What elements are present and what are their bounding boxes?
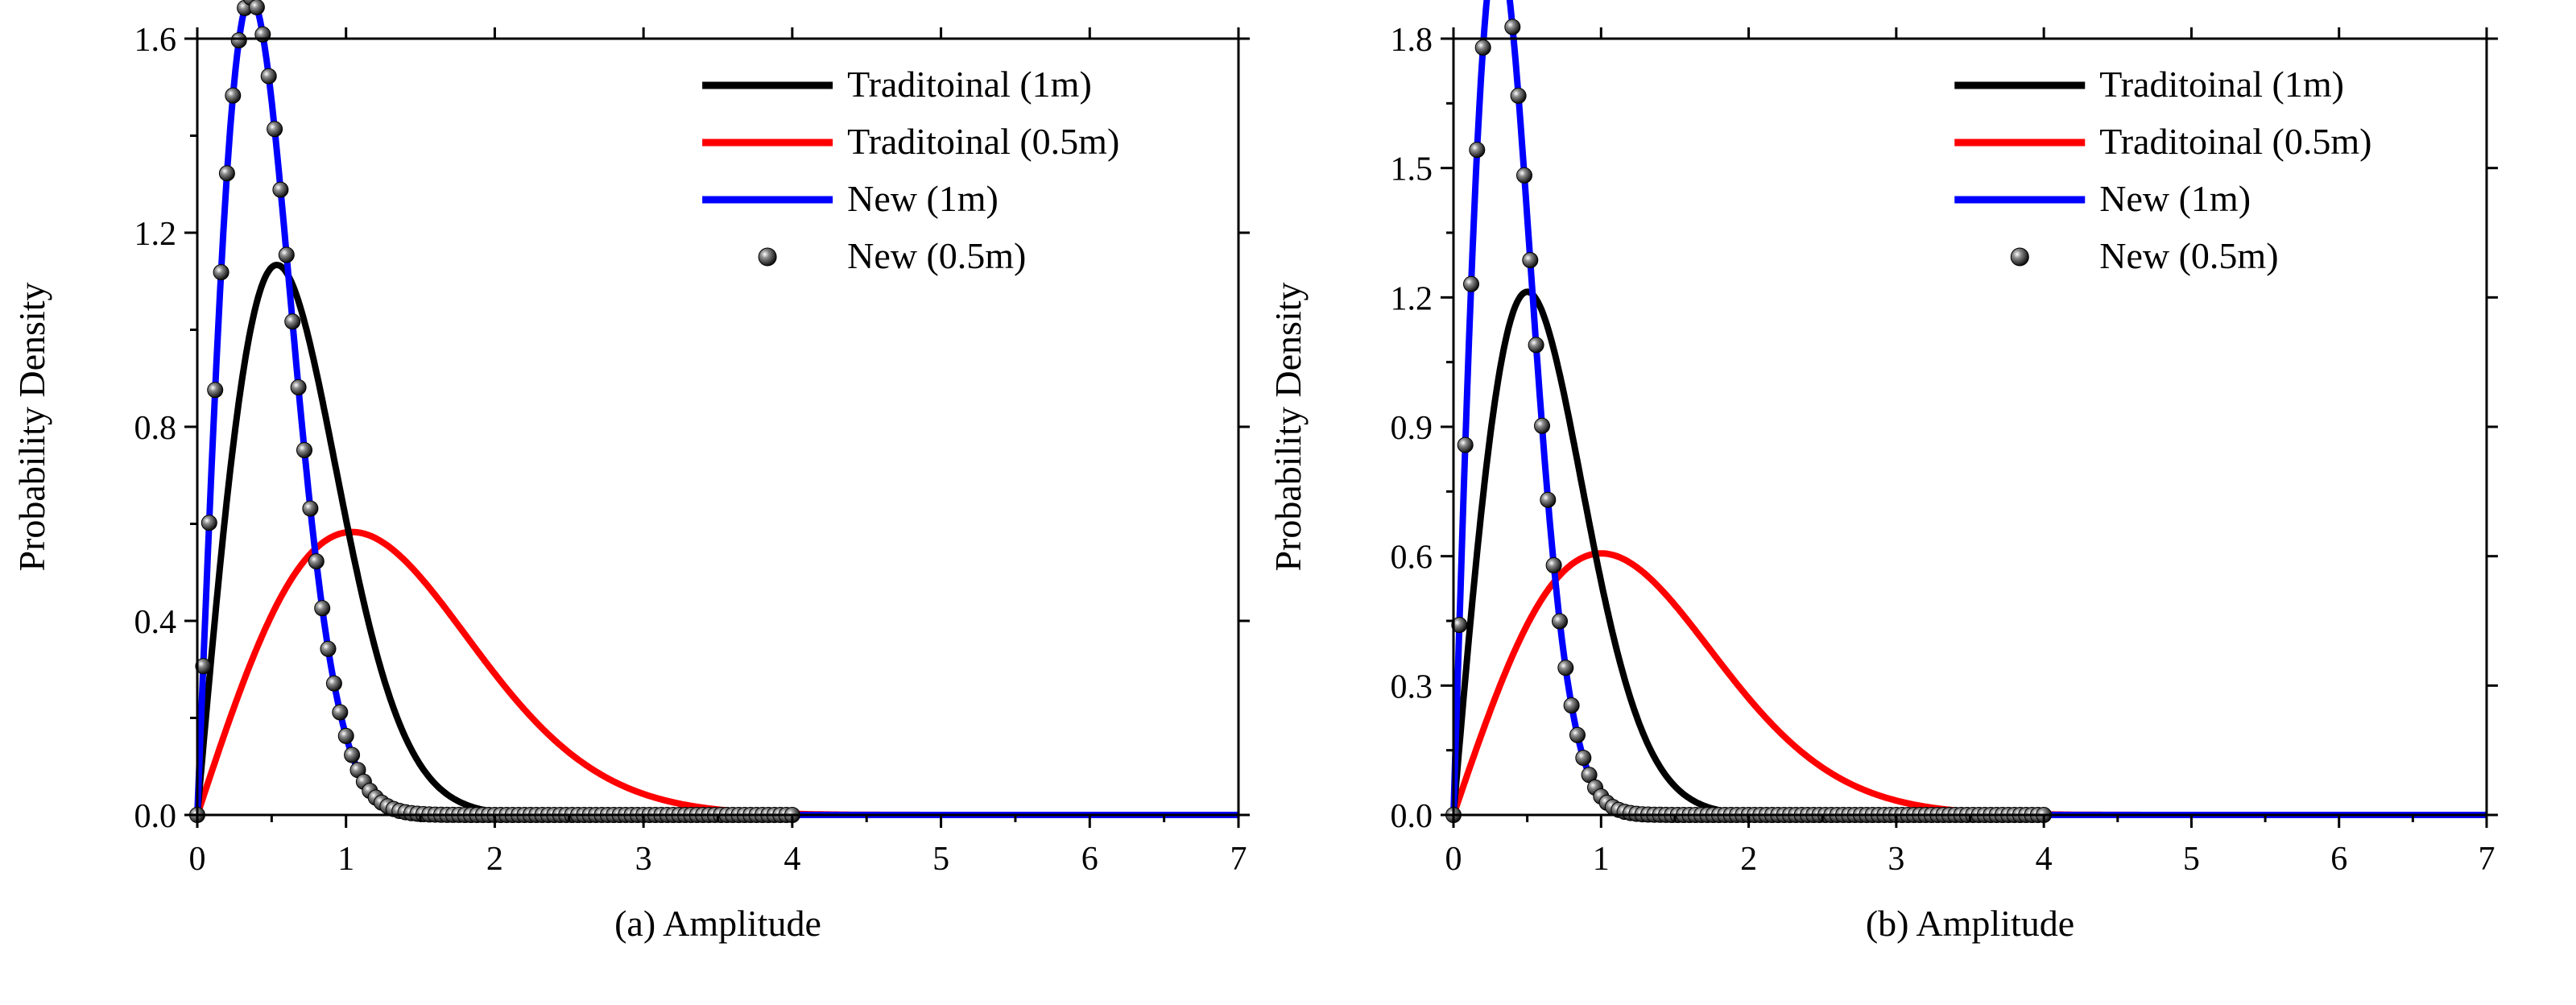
panel-b-legend-label-traditional-1m: Traditoinal (1m) [2099,64,2344,105]
panel-a-ticks: 0 1 2 3 4 5 6 7 0.0 0.4 0.8 1.2 1.6 [134,22,1250,878]
panel-a-point-new-0-5m-12 [260,68,277,85]
panel-a-y-tick-label-1: 0.4 [134,604,177,641]
panel-b-y-axis-label: Probability Density [1267,282,1309,571]
panel-a-point-new-0-5m-25 [337,727,354,744]
panel-a-point-new-0-5m-21 [314,600,331,617]
panel-a-point-new-0-5m-7 [230,32,247,49]
panel-a-point-new-0-5m-13 [267,121,283,138]
panel-b-x-axis-label: (b) Amplitude [1866,903,2074,944]
panel-a-point-new-0-5m-22 [320,640,337,657]
panel-b-x-tick-label-1: 1 [1593,841,1610,878]
panel-b-point-new-0-5m-5 [1474,39,1491,56]
panel-a-point-new-0-5m-1 [195,658,212,675]
panel-b-point-new-0-5m-16 [1540,491,1557,508]
panel-b-point-new-0-5m-11 [1510,87,1527,104]
panel-a-point-new-0-5m-23 [325,675,342,692]
panel-a-x-tick-label-6: 6 [1081,841,1098,878]
panel-b-point-new-0-5m-22 [1575,750,1592,767]
panel-a-x-tick-label-5: 5 [932,841,949,878]
panel-a-point-new-0-5m-26 [344,747,361,763]
panel-a-y-tick-label-2: 0.8 [134,410,177,447]
panel-b-point-new-0-5m-18 [1552,613,1568,630]
panel-a-legend-label-traditional-1m: Traditoinal (1m) [847,64,1092,105]
panel-a-x-tick-label-3: 3 [635,841,652,878]
panel-b-y-tick-label-6: 1.8 [1391,22,1433,59]
panel-b-point-new-0-5m-14 [1528,337,1544,354]
panel-a-x-tick-label-7: 7 [1230,841,1247,878]
panel-a-point-new-0-5m-4 [213,264,229,281]
panel-a-point-new-0-5m-20 [308,553,325,570]
chart-panel-a: 0 1 2 3 4 5 6 7 0.0 0.4 0.8 1.2 1.6 Probability Dens… [11,0,1250,944]
panel-b-y-tick-label-4: 1.2 [1391,280,1433,317]
panel-a-y-axis-label: Probability Density [11,282,52,571]
panel-a-y-tick-label-3: 1.2 [134,216,177,253]
panel-a-point-new-0-5m-10 [248,0,265,15]
panel-b-y-tick-label-3: 0.9 [1391,410,1433,447]
panel-b-point-new-0-5m-13 [1522,252,1539,269]
panel-b-point-new-0-5m-1 [1451,617,1468,634]
panel-b-y-tick-label-0: 0.0 [1391,798,1433,835]
panel-a-legend-label-traditional-05m: Traditoinal (0.5m) [847,121,1119,162]
panel-b-point-new-0-5m-3 [1463,275,1479,292]
panel-b-point-new-0-5m-10 [1504,19,1521,35]
panel-b-point-new-0-5m-4 [1469,142,1486,159]
panel-b-y-tick-label-5: 1.5 [1391,151,1433,188]
panel-a-legend-label-new-1m: New (1m) [847,178,999,219]
panel-b-series-traditoinal-0-5m [1450,550,2488,818]
panel-a-point-new-0-5m-19 [302,500,319,517]
panel-a-point-new-0-5m-5 [218,165,235,182]
panel-b-x-tick-label-4: 4 [2036,841,2053,878]
panel-b-point-new-0-5m-12 [1516,167,1532,184]
panel-a-x-axis-label: (a) Amplitude [614,903,821,944]
panel-b-point-new-0-5m-2 [1457,436,1474,453]
panel-a-series-traditoinal-1m [194,262,1240,818]
panel-a-legend-label-new-05m: New (0.5m) [847,235,1026,276]
panel-b-point-new-0-5m-17 [1545,557,1562,573]
panel-b-x-tick-label-2: 2 [1740,841,1757,878]
panel-b-legend-label-traditional-05m: Traditoinal (0.5m) [2099,121,2371,162]
panel-b-legend: Traditoinal (1m) Traditoinal (0.5m) New … [1954,64,2371,276]
panel-a-x-tick-label-4: 4 [784,841,800,878]
panel-b-x-tick-label-6: 6 [2330,841,2347,878]
panel-b-legend-label-new-1m: New (1m) [2099,178,2251,219]
panel-b-x-tick-label-5: 5 [2183,841,2200,878]
panel-b-point-new-0-5m-15 [1534,417,1550,434]
panel-a-point-new-0-5m-15 [278,246,295,263]
panel-a-legend: Traditoinal (1m) Traditoinal (0.5m) New … [702,64,1119,276]
panel-a-point-new-0-5m-6 [225,87,242,104]
panel-a-x-tick-label-1: 1 [337,841,354,878]
panel-b-x-tick-label-7: 7 [2479,841,2495,878]
panel-a-point-new-0-5m-17 [290,379,307,395]
panel-b-point-new-0-5m-19 [1557,660,1574,676]
panel-a-point-new-0-5m-2 [201,515,217,531]
panel-a-x-tick-label-0: 0 [189,841,206,878]
panel-b-legend-swatch-new-05m [2010,247,2029,267]
chart-panel-b: 0 1 2 3 4 5 6 7 0.0 0.3 0.6 0.9 1.2 1.5 1.8 Probabilit… [1267,0,2498,944]
panel-a-point-new-0-5m-3 [207,382,224,399]
panel-b-legend-label-new-05m: New (0.5m) [2099,235,2278,276]
panel-a-point-new-0-5m-24 [332,704,349,721]
panel-b-x-tick-label-3: 3 [1888,841,1904,878]
panel-b-y-tick-label-2: 0.6 [1391,540,1433,577]
panel-a-y-tick-label-4: 1.6 [134,22,177,59]
panel-b-y-tick-label-1: 0.3 [1391,668,1433,705]
panel-a-point-new-0-5m-18 [296,442,312,458]
panel-b-point-new-0-5m-20 [1563,697,1580,713]
panel-a-y-tick-label-0: 0.0 [134,798,177,835]
panel-a-point-new-0-5m-16 [284,313,301,330]
panel-a-legend-swatch-new-05m [758,247,777,267]
panel-a-point-new-0-5m-14 [272,181,289,198]
panel-b-ticks: 0 1 2 3 4 5 6 7 0.0 0.3 0.6 0.9 1.2 1.5 1.8 [1391,22,2498,878]
panel-a-x-tick-label-2: 2 [486,841,503,878]
panel-b-point-new-0-5m-21 [1569,726,1586,743]
panel-b-x-tick-label-0: 0 [1445,841,1462,878]
